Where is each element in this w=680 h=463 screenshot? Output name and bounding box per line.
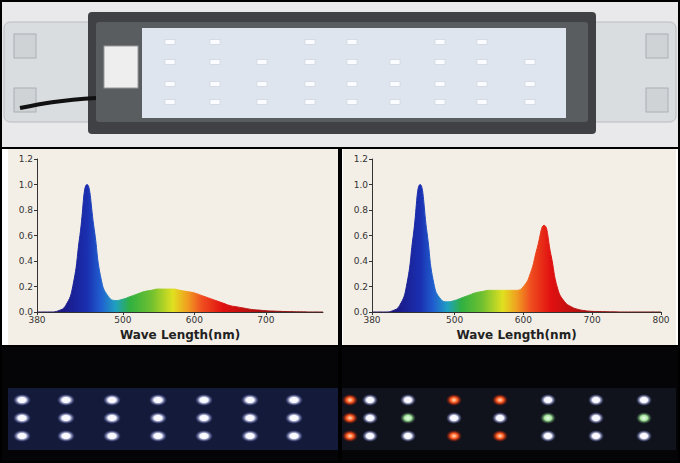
svg-text:0.0: 0.0 (18, 307, 33, 317)
svg-text:0.8: 0.8 (19, 205, 34, 215)
svg-text:380: 380 (28, 315, 45, 325)
svg-text:0.6: 0.6 (354, 231, 369, 241)
svg-text:0.2: 0.2 (354, 282, 368, 292)
svg-text:1.2: 1.2 (19, 154, 33, 164)
svg-text:0.4: 0.4 (354, 256, 369, 266)
svg-text:1.0: 1.0 (354, 180, 369, 190)
svg-text:0.8: 0.8 (354, 205, 369, 215)
svg-text:700: 700 (257, 315, 274, 325)
svg-text:0.2: 0.2 (19, 282, 33, 292)
svg-text:700: 700 (584, 315, 601, 325)
svg-text:380: 380 (363, 315, 380, 325)
svg-text:800: 800 (652, 315, 669, 325)
svg-text:600: 600 (515, 315, 532, 325)
svg-text:Wave Length(nm): Wave Length(nm) (456, 328, 576, 342)
svg-text:0.4: 0.4 (19, 256, 34, 266)
svg-text:0.6: 0.6 (19, 231, 34, 241)
svg-text:0.0: 0.0 (353, 307, 368, 317)
svg-text:500: 500 (114, 315, 131, 325)
svg-text:1.2: 1.2 (354, 154, 368, 164)
svg-text:1.0: 1.0 (19, 180, 34, 190)
svg-text:Wave Length(nm): Wave Length(nm) (120, 328, 240, 342)
svg-text:500: 500 (446, 315, 463, 325)
svg-text:600: 600 (186, 315, 203, 325)
